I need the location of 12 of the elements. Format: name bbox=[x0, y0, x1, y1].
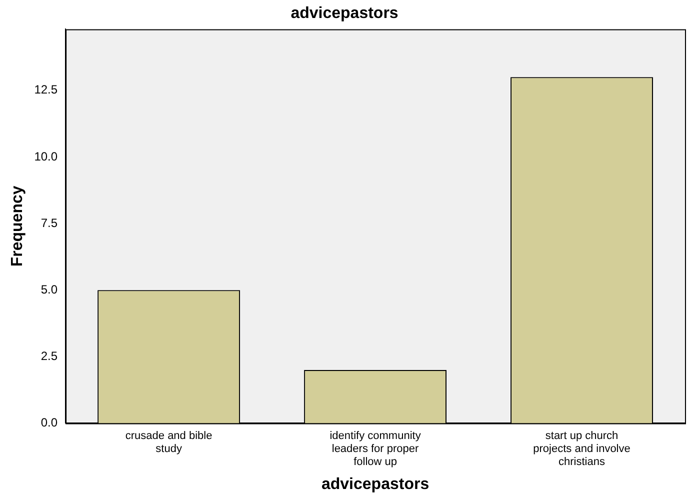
y-tick-label: 0.0 bbox=[40, 416, 58, 430]
y-axis-title: Frequency bbox=[9, 186, 26, 267]
x-tick-label: crusade and bible study bbox=[125, 430, 212, 456]
y-tick-label: 7.5 bbox=[40, 216, 58, 230]
y-tick-label: 5.0 bbox=[40, 282, 58, 296]
y-tick-label: 2.5 bbox=[40, 348, 58, 363]
x-axis-title: advicepastors bbox=[321, 476, 430, 493]
y-tick-label: 12.5 bbox=[34, 82, 58, 97]
x-tick-label: identify community leaders for proper follow up bbox=[330, 430, 422, 468]
x-tick-label: start up church projects and involve christians bbox=[533, 430, 630, 468]
chart-title: advicepastors bbox=[290, 5, 398, 22]
y-tick-label: 10.0 bbox=[34, 149, 58, 164]
